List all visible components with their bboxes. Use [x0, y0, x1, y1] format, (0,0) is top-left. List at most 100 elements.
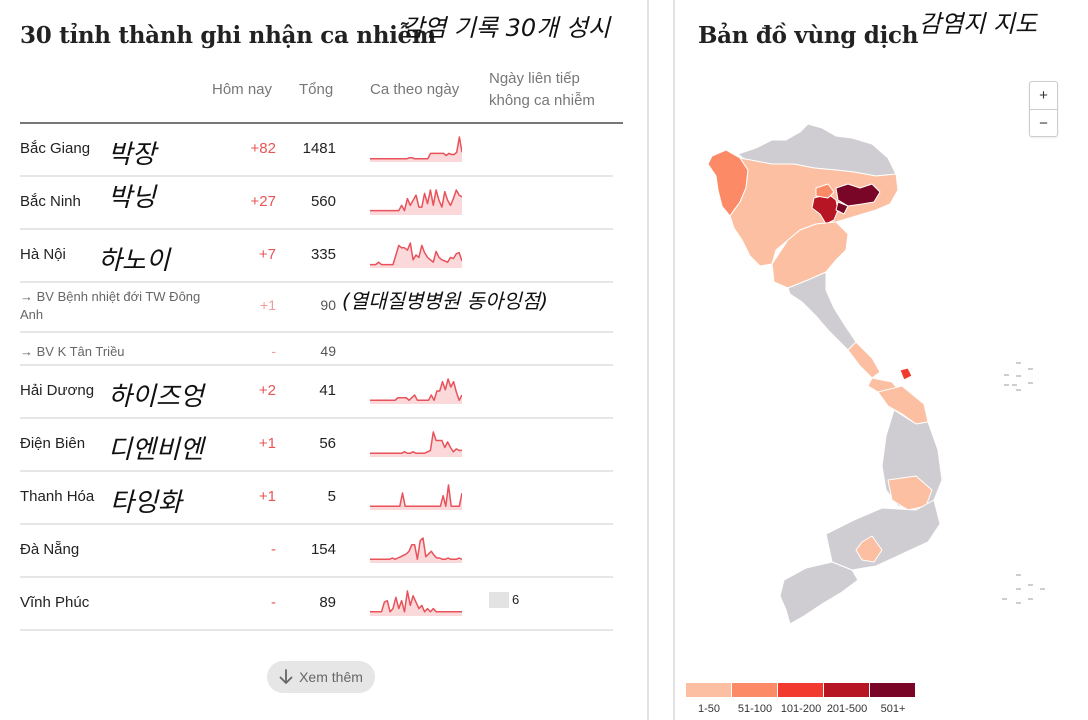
cases-table-panel: 30 tỉnh thành ghi nhận ca nhiễm 감염 기록 30…: [20, 14, 623, 693]
province-annotation: 박닝: [108, 183, 156, 213]
legend-swatch: [686, 683, 731, 697]
total-cases: 560: [310, 193, 336, 210]
today-cases: -: [271, 343, 276, 359]
daily-cases-sparkline: [370, 242, 462, 268]
legend-swatch: [778, 683, 823, 697]
legend-label: 501+: [880, 703, 906, 715]
legend-item: 201-500: [824, 683, 870, 715]
map-region-ha-tinh[interactable]: [847, 341, 881, 379]
column-header-total[interactable]: Tổng: [299, 81, 334, 98]
legend-label: 1-50: [697, 703, 721, 715]
no-infection-bar: [489, 592, 509, 608]
table-row[interactable]: Hải Dương +2 41 하이즈엉: [20, 366, 613, 419]
map-region-ho-chi-minh[interactable]: [855, 535, 883, 563]
cases-table-title: 30 tỉnh thành ghi nhận ca nhiễm: [20, 22, 436, 49]
legend-item: 51-100: [732, 683, 778, 715]
map-legend: 1-50 51-100 101-200 201-500 501+: [686, 683, 916, 715]
column-header-today[interactable]: Hôm nay: [212, 81, 273, 98]
today-cases: +1: [258, 435, 276, 452]
today-cases: -: [271, 541, 276, 558]
table-row[interactable]: Bắc Ninh +27 560 박닝: [20, 177, 613, 230]
map-islands-paracel: [1004, 362, 1033, 391]
province-name: Hà Nội: [20, 246, 66, 263]
table-row[interactable]: Hà Nội +7 335 하노이: [20, 230, 613, 283]
daily-cases-sparkline: [370, 136, 462, 162]
arrow-down-icon: [279, 669, 293, 684]
map-islands-spratly: [1002, 574, 1045, 604]
daily-cases-sparkline: [370, 484, 462, 510]
province-name: Điện Biên: [20, 435, 86, 452]
map-region-da-nang[interactable]: [899, 367, 913, 381]
province-annotation: 디엔비엔: [108, 435, 204, 465]
legend-item: 101-200: [778, 683, 824, 715]
table-subrow[interactable]: → BV K Tân Triều - 49: [20, 333, 613, 366]
province-annotation: 박장: [108, 140, 156, 170]
legend-swatch: [824, 683, 869, 697]
today-cases: -: [271, 594, 276, 611]
total-cases: 89: [319, 594, 336, 611]
column-header-line2: không ca nhiễm: [489, 92, 595, 109]
show-more-label: Xem thêm: [299, 669, 363, 685]
province-name: → BV K Tân Triều: [20, 344, 125, 359]
table-row[interactable]: Vĩnh Phúc - 89 6: [20, 578, 613, 631]
total-cases: 49: [320, 343, 336, 359]
province-name: Đà Nẵng: [20, 541, 80, 558]
today-cases: +1: [258, 488, 276, 505]
panel-divider: [647, 0, 649, 720]
province-annotation: 타잉화: [110, 488, 182, 518]
legend-item: 1-50: [686, 683, 732, 715]
legend-swatch: [870, 683, 915, 697]
total-cases: 90: [320, 297, 336, 313]
province-name: → BV Bệnh nhiệt đới TW Đông Anh: [20, 289, 201, 322]
daily-cases-sparkline: [370, 537, 462, 563]
map-region-mekong[interactable]: [779, 561, 859, 625]
legend-label: 51-100: [737, 703, 773, 715]
today-cases: +2: [258, 382, 276, 399]
province-name: Vĩnh Phúc: [20, 594, 90, 611]
daily-cases-sparkline: [370, 431, 462, 457]
today-cases: +27: [250, 193, 276, 210]
table-row[interactable]: Điện Biên +1 56 디엔비엔: [20, 419, 613, 472]
show-more-button[interactable]: Xem thêm: [267, 661, 375, 693]
map-region-vinh-phuc[interactable]: [815, 183, 835, 199]
column-header-days-without-cases[interactable]: Ngày liên tiếp không ca nhiễm: [489, 68, 595, 112]
province-annotation: 하이즈엉: [108, 382, 204, 412]
total-cases: 1481: [302, 140, 336, 157]
header-divider: [20, 122, 623, 124]
outbreak-map-panel: Bản đồ vùng dịch 감염지 지도 + −: [676, 0, 1088, 720]
map-zoom-control: + −: [1029, 81, 1058, 137]
zoom-in-button[interactable]: +: [1039, 87, 1048, 104]
map-region-central-north[interactable]: [787, 271, 857, 351]
daily-cases-sparkline: [370, 378, 462, 404]
today-cases: +82: [250, 140, 276, 157]
province-annotation: 하노이: [98, 246, 170, 276]
total-cases: 5: [327, 488, 336, 505]
table-row[interactable]: Đà Nẵng - 154: [20, 525, 613, 578]
column-header-daily-cases: Ca theo ngày: [370, 81, 460, 98]
table-subrow[interactable]: → BV Bệnh nhiệt đới TW Đông Anh +1 90 (열대질병…: [20, 283, 613, 333]
legend-item: 501+: [870, 683, 916, 715]
today-cases: +7: [258, 246, 276, 263]
zoom-out-button[interactable]: −: [1030, 109, 1057, 136]
days-without-cases: 6: [512, 592, 520, 607]
total-cases: 56: [319, 435, 336, 452]
vietnam-choropleth-map[interactable]: [676, 110, 1088, 630]
map-region-southeast[interactable]: [825, 499, 941, 571]
map-title-annotation: 감염지 지도: [919, 10, 1038, 38]
map-region-bac-ninh[interactable]: [835, 201, 849, 215]
column-header-line1: Ngày liên tiếp: [489, 70, 580, 87]
province-name: Bắc Ninh: [20, 193, 81, 210]
province-annotation: (열대질병병원 동아잉점): [342, 289, 548, 313]
title-annotation: 감염 기록 30개 성시: [402, 14, 610, 42]
total-cases: 335: [310, 246, 336, 263]
map-title: Bản đồ vùng dịch: [698, 22, 919, 49]
table-row[interactable]: Thanh Hóa +1 5 타잉화: [20, 472, 613, 525]
legend-label: 201-500: [826, 703, 868, 715]
panel-divider: [673, 0, 675, 720]
map-region-bac-giang[interactable]: [835, 183, 881, 207]
today-cases: +1: [260, 297, 276, 313]
legend-label: 101-200: [780, 703, 822, 715]
daily-cases-sparkline: [370, 590, 462, 616]
table-row[interactable]: Bắc Giang +82 1481 박장: [20, 124, 613, 177]
total-cases: 154: [310, 541, 336, 558]
